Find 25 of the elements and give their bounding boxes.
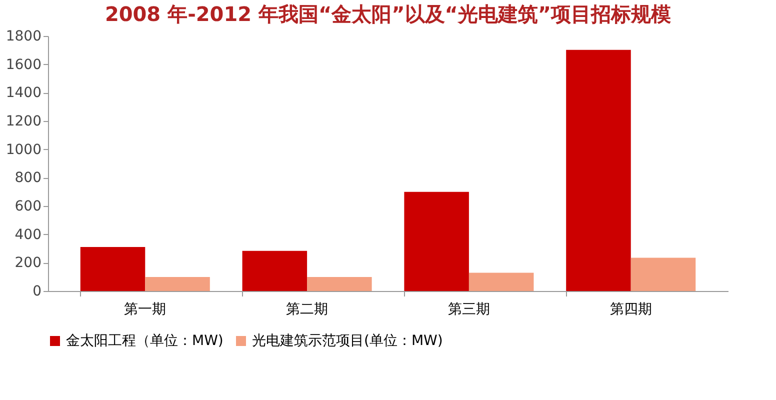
y-tick-label: 1800	[6, 28, 42, 44]
bar	[468, 272, 534, 291]
x-tick-label: 第四期	[610, 302, 652, 318]
bar	[307, 276, 372, 291]
y-tick-label: 1600	[6, 56, 42, 73]
legend-label: 光电建筑示范项目(单位：MW)	[252, 333, 443, 349]
x-tick-label: 第三期	[448, 302, 490, 318]
y-tick-label: 1000	[6, 142, 42, 158]
y-tick-label: 1200	[6, 114, 42, 130]
x-tick-label: 第二期	[286, 302, 328, 318]
y-tick-label: 400	[14, 226, 42, 243]
x-tick-label: 第一期	[124, 302, 166, 318]
y-tick-label: 200	[14, 255, 42, 272]
y-tick-label: 800	[14, 170, 42, 186]
legend-label: 金太阳工程（单位：MW)	[66, 333, 224, 349]
bar	[242, 250, 308, 291]
bar	[566, 50, 631, 291]
bar	[145, 276, 210, 291]
y-tick-label: 600	[14, 198, 42, 214]
bar	[80, 246, 146, 291]
y-tick-label: 0	[32, 284, 42, 300]
bar	[630, 258, 696, 291]
y-tick-label: 1400	[6, 85, 42, 102]
bar	[404, 192, 469, 291]
chart-title: 2008 年-2012 年我国“金太阳”以及“光电建筑”项目招标规模	[104, 2, 672, 26]
